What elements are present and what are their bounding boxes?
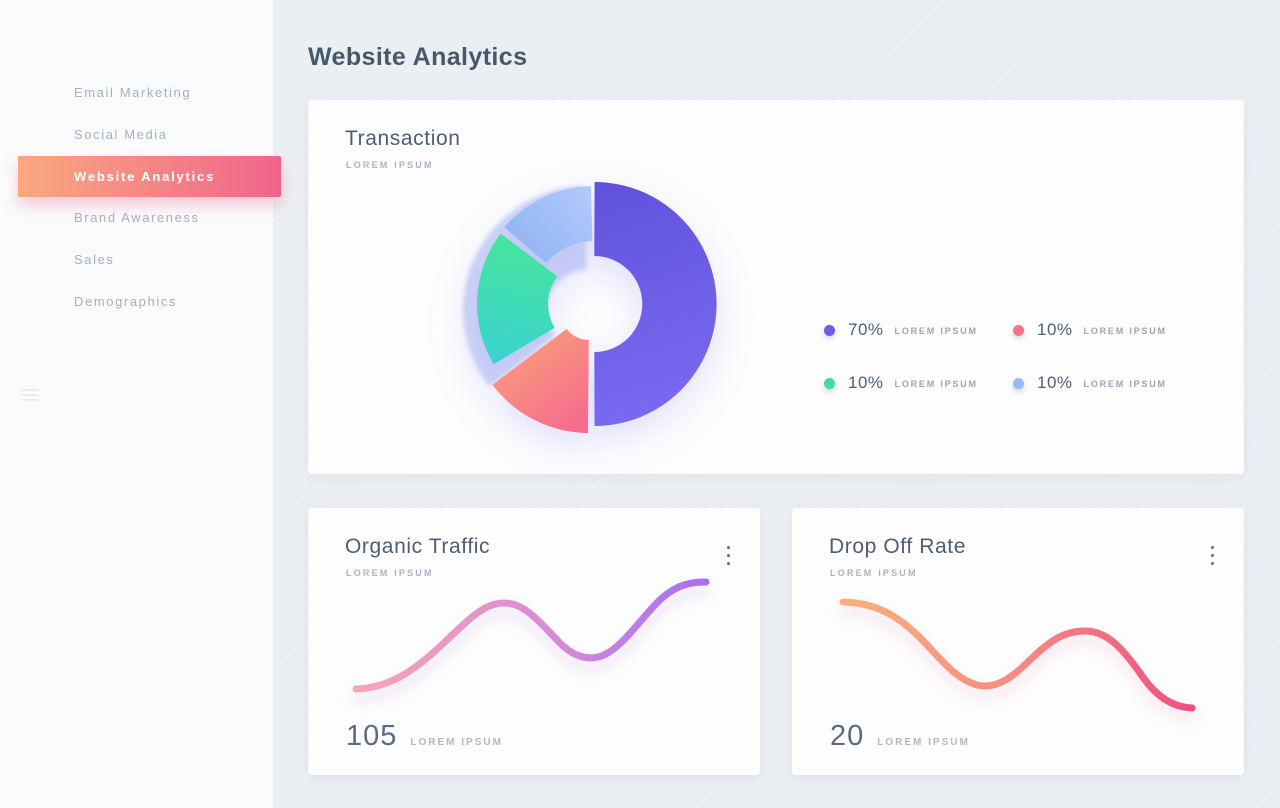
kebab-menu-icon[interactable] (720, 544, 736, 574)
donut-segment-teal (477, 233, 558, 365)
organic-traffic-subtitle: LOREM IPSUM (346, 568, 434, 578)
drop-off-rate-card: Drop Off Rate LOREM IPSUM 20 LOREM IPSUM (792, 508, 1244, 775)
kebab-menu-icon[interactable] (1204, 544, 1220, 574)
main-content: Website Analytics Transaction LOREM IPSU… (273, 0, 1280, 808)
menu-icon[interactable] (22, 387, 39, 399)
organic-traffic-value-row: 105 LOREM IPSUM (346, 720, 503, 753)
legend-value: 10% (848, 373, 884, 392)
donut-segment-purple (594, 182, 717, 426)
legend-dot-blue-icon (1013, 377, 1024, 389)
drop-off-rate-value-label: LOREM IPSUM (877, 737, 970, 748)
legend-label: LOREM IPSUM (1083, 326, 1167, 336)
organic-traffic-card: Organic Traffic LOREM IPSUM 105 LOREM IP… (308, 508, 760, 775)
drop-off-rate-title: Drop Off Rate (829, 535, 966, 558)
drop-off-rate-value: 20 (830, 720, 865, 752)
sidebar-item-demographics[interactable]: Demographics (74, 294, 178, 309)
legend-dot-purple-icon (824, 324, 835, 336)
legend-dot-coral-icon (1013, 324, 1024, 336)
legend-item-teal: 10% LOREM IPSUM (824, 373, 1013, 393)
organic-traffic-value: 105 (346, 720, 398, 752)
legend-value: 10% (1037, 320, 1073, 339)
sidebar-item-email-marketing[interactable]: Email Marketing (74, 85, 192, 100)
legend-value: 70% (848, 320, 884, 339)
organic-traffic-value-label: LOREM IPSUM (410, 737, 503, 748)
sidebar-item-social-media[interactable]: Social Media (74, 127, 168, 142)
sidebar-item-brand-awareness[interactable]: Brand Awareness (74, 210, 200, 225)
donut-legend: 70% LOREM IPSUM 10% LOREM IPSUM 10% LORE… (824, 320, 1167, 393)
legend-item-purple: 70% LOREM IPSUM (824, 320, 1013, 340)
sidebar-item-sales[interactable]: Sales (74, 252, 115, 267)
donut-segment-blue (504, 186, 593, 263)
legend-item-blue: 10% LOREM IPSUM (1013, 373, 1167, 393)
legend-label: LOREM IPSUM (894, 379, 978, 389)
sidebar: Email Marketing Social Media Website Ana… (0, 0, 281, 808)
legend-item-coral: 10% LOREM IPSUM (1013, 320, 1167, 340)
drop-off-rate-line-chart (839, 598, 1196, 712)
sidebar-nav: Email Marketing Social Media Website Ana… (0, 72, 281, 323)
transaction-card-subtitle: LOREM IPSUM (346, 160, 434, 170)
donut-chart-icon (462, 182, 717, 433)
legend-value: 10% (1037, 373, 1073, 392)
drop-off-rate-value-row: 20 LOREM IPSUM (830, 720, 970, 753)
organic-traffic-line-chart (352, 578, 710, 693)
drop-off-rate-subtitle: LOREM IPSUM (830, 568, 918, 578)
organic-traffic-title: Organic Traffic (345, 535, 491, 558)
transaction-card: Transaction LOREM IPSUM (308, 100, 1244, 474)
transaction-card-title: Transaction (345, 127, 461, 150)
legend-label: LOREM IPSUM (894, 326, 978, 336)
sidebar-item-website-analytics[interactable]: Website Analytics (18, 156, 281, 197)
legend-label: LOREM IPSUM (1083, 379, 1167, 389)
donut-segment-coral (492, 328, 589, 433)
page-title: Website Analytics (308, 43, 528, 71)
legend-dot-teal-icon (824, 377, 835, 389)
